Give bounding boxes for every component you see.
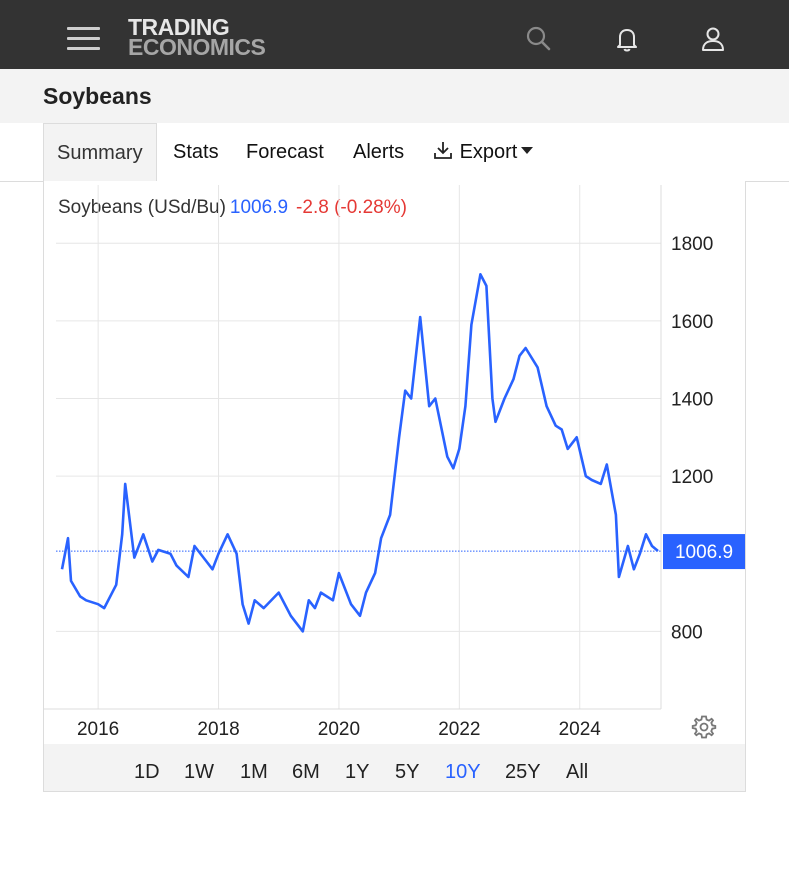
tab-bar: Summary Stats Forecast Alerts Export (0, 123, 789, 182)
range-5y-button[interactable]: 5Y (395, 761, 420, 783)
top-navigation-bar (0, 0, 789, 69)
user-icon[interactable] (698, 24, 728, 54)
y-tick-label: 1400 (671, 389, 713, 410)
tab-label: Alerts (353, 141, 405, 163)
gear-icon[interactable] (691, 714, 717, 740)
tab-label: Stats (173, 141, 219, 163)
range-1w-button[interactable]: 1W (184, 761, 214, 783)
tab-label: Export (459, 141, 518, 163)
time-range-bar: 1D 1W 1M 6M 1Y 5Y 10Y 25Y All (44, 744, 745, 791)
tab-forecast[interactable]: Forecast (246, 123, 324, 181)
y-tick-label: 1800 (671, 234, 713, 255)
instrument-name: Soybeans (USd/Bu) (58, 197, 226, 218)
tab-label: Forecast (246, 141, 324, 163)
range-10y-button[interactable]: 10Y (445, 761, 481, 783)
price-change: -2.8 (-0.28%) (296, 197, 407, 218)
x-tick-label: 2016 (77, 719, 119, 740)
tab-summary[interactable]: Summary (43, 123, 157, 182)
range-1m-button[interactable]: 1M (240, 761, 268, 783)
range-all-button[interactable]: All (566, 761, 589, 783)
range-1y-button[interactable]: 1Y (345, 761, 370, 783)
x-tick-label: 2024 (559, 719, 602, 740)
price-series-line (60, 272, 659, 633)
tab-export[interactable]: Export (432, 123, 534, 181)
x-tick-label: 2020 (318, 719, 360, 740)
x-tick-label: 2022 (438, 719, 480, 740)
search-icon[interactable] (524, 24, 554, 54)
menu-icon[interactable] (67, 24, 101, 52)
title-strip (0, 69, 789, 123)
chevron-down-icon (521, 147, 534, 155)
page-title: Soybeans (43, 83, 152, 109)
y-tick-label: 1600 (671, 312, 713, 333)
download-icon (434, 141, 452, 159)
tab-stats[interactable]: Stats (173, 123, 219, 181)
last-price: 1006.9 (229, 197, 289, 218)
range-1d-button[interactable]: 1D (134, 761, 160, 783)
y-tick-label: 800 (671, 622, 703, 643)
tab-label: Summary (57, 142, 143, 164)
last-price-badge-label: 1006.9 (675, 542, 733, 563)
bell-icon[interactable] (612, 24, 642, 54)
range-6m-button[interactable]: 6M (292, 761, 320, 783)
tab-alerts[interactable]: Alerts (353, 123, 404, 181)
trading-economics-logo[interactable]: TRADING ECONOMICS (128, 14, 266, 60)
x-tick-label: 2018 (197, 719, 239, 740)
y-tick-label: 1200 (671, 467, 713, 488)
logo-line-2: ECONOMICS (128, 34, 266, 60)
range-25y-button[interactable]: 25Y (505, 761, 541, 783)
logo-line-1: TRADING (128, 14, 230, 40)
chart-quote-header: Soybeans (USd/Bu) 1006.9 -2.8 (-0.28%) (58, 197, 407, 219)
last-price-badge (663, 534, 745, 570)
